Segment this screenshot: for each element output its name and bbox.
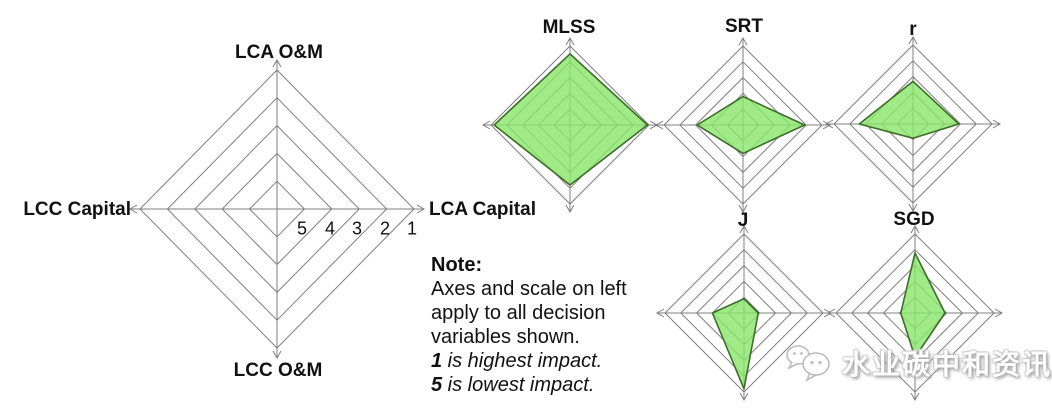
radar-j-data-polygon [711,297,760,390]
radar-mlss-arrowhead-left [481,120,491,130]
radar-sgd-arrowhead-bottom [910,392,920,402]
radar-j-arrowhead-left [655,308,665,318]
radar-r-arrowhead-bottom [908,203,918,213]
radar-srt-arrowhead-bottom [738,204,748,214]
legend-radar-arrowhead-left [128,204,138,214]
scale-tick-4: 4 [324,218,336,239]
legend-radar-arrowhead-right [416,204,426,214]
legend-radar-arrowhead-top [272,58,282,68]
axis-label-lcc-om: LCC O&M [233,360,323,381]
chart-title-r: r [909,19,917,40]
note-line-4: 1 is highest impact. [431,349,671,373]
note-line-5-text: is lowest impact. [442,374,595,396]
wechat-logo-icon [786,345,830,382]
radar-mlss-data-polygon [493,53,649,186]
chart-title-j: J [737,210,749,231]
note-line-4-text: is highest impact. [442,350,603,372]
radar-j-arrowhead-bottom [739,392,749,402]
radar-sgd-data-polygon [899,252,946,359]
radar-r-arrowhead-left [824,119,834,129]
note-heading: Note: [431,254,483,276]
radar-r-arrowhead-top [908,35,918,45]
note-line-4-number: 1 [431,350,443,372]
axis-label-lcc-capital: LCC Capital [23,199,131,220]
radar-sgd-arrowhead-left [826,308,836,318]
radar-srt-arrowhead-top [738,36,748,46]
radar-srt-arrowhead-right [822,120,832,130]
note-line-3: variables shown. [431,326,580,348]
radar-j-arrowhead-top [739,224,749,234]
note-line-5-number: 5 [431,374,443,396]
note-line-2: apply to all decision [431,302,606,324]
note-block: Note: Axes and scale on left apply to al… [431,253,671,397]
radar-mlss-arrowhead-top [565,36,575,46]
radar-srt-data-polygon [696,95,806,155]
radar-sgd-arrowhead-right [994,308,1004,318]
radar-srt-arrowhead-left [654,120,664,130]
chart-title-sgd: SGD [893,209,935,230]
watermark-text: 水业碳中和资讯 [842,349,1052,380]
radar-r-data-polygon [858,80,960,140]
radar-sgd-arrowhead-top [910,224,920,234]
axis-label-lca-om: LCA O&M [235,42,323,63]
radar-mlss-arrowhead-bottom [565,204,575,214]
note-line-1: Axes and scale on left [431,278,627,300]
axis-label-lca-capital: LCA Capital [429,199,536,220]
scale-tick-3: 3 [351,218,363,239]
chart-title-mlss: MLSS [542,17,596,38]
scale-tick-2: 2 [379,218,391,239]
legend-radar-arrowhead-bottom [272,350,282,360]
chart-title-srt: SRT [725,16,763,37]
scale-tick-5: 5 [296,218,308,239]
note-line-5: 5 is lowest impact. [431,373,671,397]
watermark: 水业碳中和资讯 [784,342,1052,384]
radar-r-arrowhead-right [992,119,1002,129]
scale-tick-1: 1 [406,218,418,239]
